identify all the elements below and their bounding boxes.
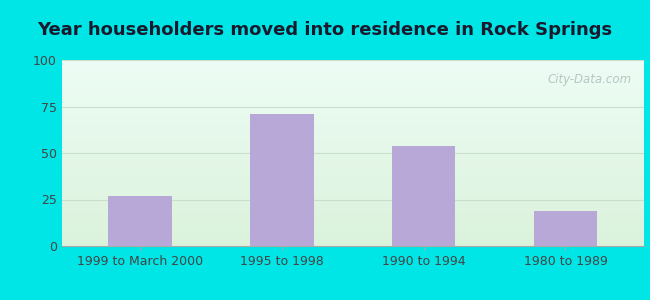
Text: City-Data.com: City-Data.com [548,73,632,86]
Text: Year householders moved into residence in Rock Springs: Year householders moved into residence i… [38,21,612,39]
Bar [250,114,313,246]
Bar [534,211,597,246]
Bar [108,196,172,246]
Bar [392,146,456,246]
